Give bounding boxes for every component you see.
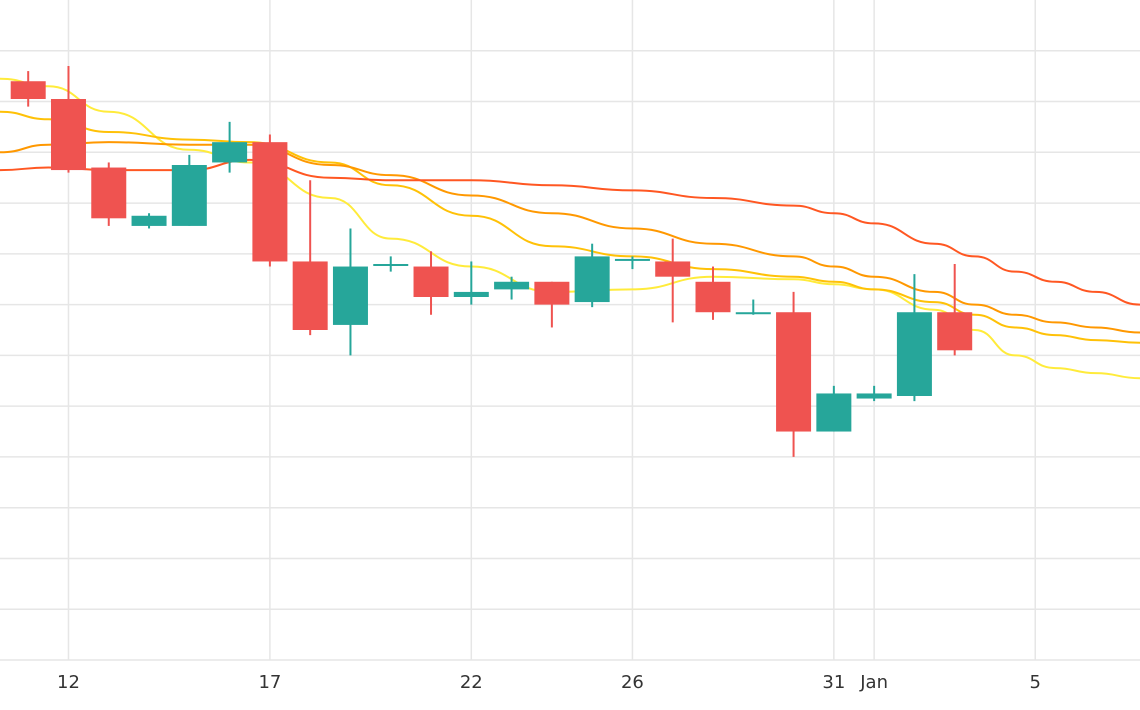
candle	[816, 385, 852, 432]
candle	[413, 251, 449, 315]
x-tick-label: 17	[258, 672, 281, 693]
candle-body	[212, 142, 248, 163]
candle	[695, 266, 731, 320]
candle-body	[10, 81, 46, 99]
candle-body	[735, 312, 771, 315]
candle-body	[252, 142, 288, 262]
candle	[373, 256, 409, 272]
candle	[896, 274, 932, 402]
candle-body	[453, 291, 489, 297]
candle-body	[494, 281, 530, 290]
candle	[171, 154, 207, 226]
candle-body	[413, 266, 449, 297]
candle-body	[50, 99, 86, 171]
candle	[332, 228, 368, 356]
x-tick-label: 26	[621, 672, 644, 693]
candle	[292, 180, 328, 336]
candle	[131, 213, 167, 229]
candle	[50, 66, 86, 173]
candle-body	[131, 215, 167, 226]
moving-average-line-3	[0, 141, 1140, 334]
candle	[494, 276, 530, 300]
moving-average-line-1	[0, 77, 1140, 380]
candle	[614, 256, 650, 270]
x-axis-ticks: 12 17 22 26 31 Jan 5	[57, 672, 1041, 693]
candle	[574, 243, 610, 308]
candle	[655, 238, 691, 323]
candle-body	[373, 264, 409, 266]
candle-body	[655, 261, 691, 277]
candle-body	[856, 393, 892, 399]
candle	[10, 71, 46, 107]
candle-body	[937, 312, 973, 351]
candle-body	[695, 281, 731, 313]
moving-average-line-4	[0, 158, 1140, 306]
candle-body	[896, 312, 932, 396]
candle	[453, 261, 489, 305]
x-tick-label: 5	[1030, 672, 1041, 693]
candle-body	[816, 393, 852, 432]
candle-layer	[10, 66, 973, 457]
grid-layer	[0, 0, 1140, 661]
candle-body	[91, 167, 127, 219]
candle	[91, 162, 127, 226]
candle-body	[332, 266, 368, 325]
candle-body	[171, 165, 207, 226]
x-tick-label: Jan	[859, 672, 888, 693]
candle-body	[614, 258, 650, 261]
x-tick-label: 31	[822, 672, 845, 693]
candle-body	[534, 281, 570, 305]
candle	[212, 121, 248, 173]
candle-body	[574, 256, 610, 303]
candle-body	[292, 261, 328, 330]
candle	[776, 291, 812, 457]
candle	[534, 281, 570, 328]
x-tick-label: 12	[57, 672, 80, 693]
candle	[856, 385, 892, 402]
candle-body	[776, 312, 812, 432]
candle	[937, 264, 973, 356]
candle	[252, 134, 288, 267]
candle	[735, 299, 771, 315]
x-tick-label: 22	[460, 672, 483, 693]
